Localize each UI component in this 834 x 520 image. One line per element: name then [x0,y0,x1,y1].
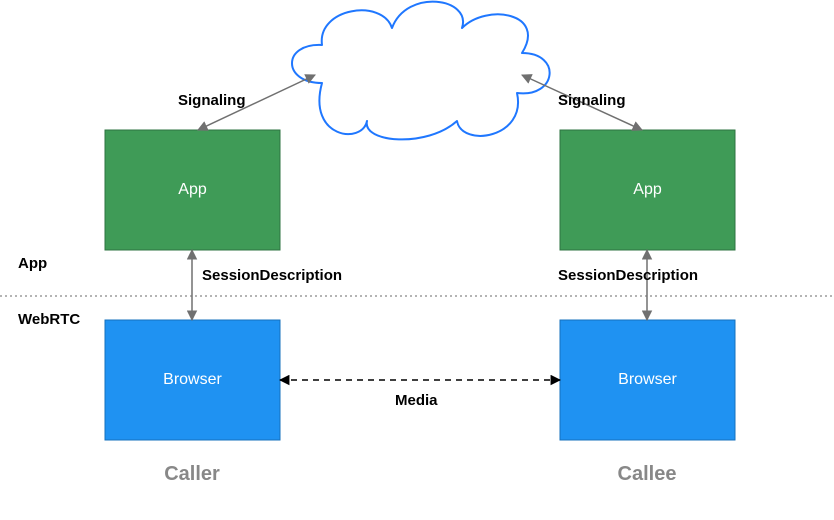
label-caller-session: SessionDescription [202,267,342,284]
label-callee-signaling: Signaling [558,92,626,109]
label-media: Media [395,392,438,409]
section-label-webrtc: WebRTC [18,311,80,328]
callee-browser-box: Browser [560,320,735,440]
callee-app-label: App [633,181,662,198]
caller-app-box: App [105,130,280,250]
diagram-canvas: App App Browser Browser Signaling Signal… [0,0,834,520]
role-label-callee: Callee [618,463,677,485]
section-label-app: App [18,255,47,272]
cloud-node [292,2,550,140]
callee-app-box: App [560,130,735,250]
caller-browser-box: Browser [105,320,280,440]
callee-browser-label: Browser [618,371,677,388]
caller-browser-label: Browser [163,371,222,388]
label-callee-session: SessionDescription [558,267,698,284]
role-label-caller: Caller [164,463,220,485]
label-caller-signaling: Signaling [178,92,246,109]
caller-app-label: App [178,181,207,198]
